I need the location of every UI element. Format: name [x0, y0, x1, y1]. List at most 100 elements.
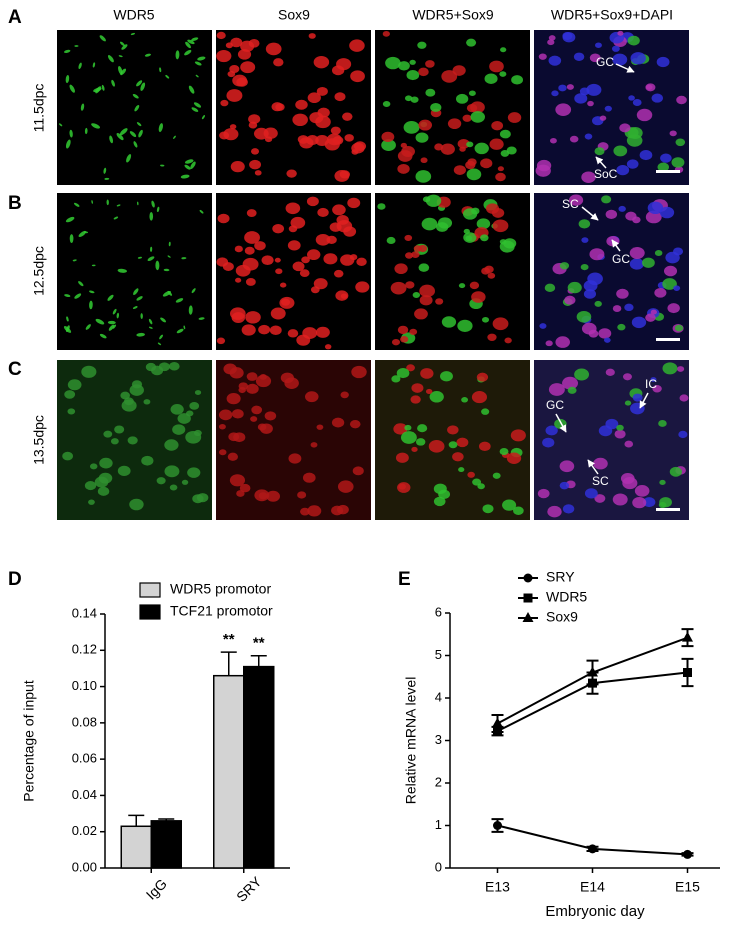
- cell: [296, 334, 311, 346]
- cell: [315, 233, 331, 246]
- micrographs: [57, 30, 689, 520]
- cell: [547, 39, 555, 46]
- cell: [627, 35, 640, 46]
- cell: [138, 129, 143, 138]
- cell: [625, 211, 637, 221]
- cell: [598, 328, 612, 339]
- cell: [134, 105, 140, 112]
- y-tick-label: 0.06: [72, 751, 97, 766]
- cell: [409, 59, 416, 65]
- cell: [248, 114, 261, 124]
- cell: [118, 66, 123, 75]
- cell: [594, 300, 602, 307]
- cell: [275, 268, 283, 275]
- cell: [308, 33, 316, 39]
- panel-letter: C: [8, 359, 22, 380]
- cell: [74, 45, 79, 47]
- cell: [403, 120, 420, 134]
- cell: [72, 259, 77, 262]
- cells: [63, 199, 205, 346]
- cell: [244, 246, 255, 255]
- cell: [316, 86, 328, 96]
- bar: [243, 665, 275, 869]
- cell: [194, 390, 202, 396]
- cell: [236, 490, 245, 497]
- cell: [131, 380, 143, 389]
- cell: [405, 281, 415, 289]
- bar: [120, 825, 152, 869]
- cell: [111, 79, 115, 87]
- cell: [513, 506, 524, 515]
- cell: [188, 85, 195, 94]
- column-header: Sox9: [278, 7, 310, 23]
- cell: [434, 143, 444, 151]
- cell: [659, 479, 666, 486]
- cell: [191, 37, 199, 42]
- cell: [229, 64, 240, 74]
- cell: [382, 100, 391, 107]
- scale-bar: [656, 508, 680, 511]
- cell: [159, 67, 162, 73]
- cell: [180, 174, 190, 179]
- cell: [300, 507, 310, 516]
- cell: [645, 210, 662, 224]
- cell: [64, 294, 71, 298]
- cell: [448, 441, 458, 449]
- cell: [229, 367, 244, 379]
- cells: [216, 196, 370, 350]
- panel-letter: E: [398, 569, 411, 590]
- error-bar: [128, 814, 145, 827]
- cell: [599, 115, 607, 121]
- cell: [616, 288, 629, 299]
- cell: [189, 401, 200, 410]
- cell: [67, 408, 76, 415]
- cell: [66, 316, 69, 322]
- cell: [116, 133, 124, 141]
- cell: [93, 87, 102, 93]
- cell: [622, 373, 632, 381]
- cell: [548, 383, 565, 396]
- cell: [421, 217, 438, 231]
- cell: [108, 324, 115, 331]
- cell: [266, 490, 281, 502]
- cell: [612, 305, 622, 312]
- cell: [114, 425, 125, 434]
- cell: [581, 322, 597, 335]
- cell: [147, 256, 155, 261]
- cell: [395, 452, 409, 463]
- cell: [259, 374, 267, 380]
- cell: [170, 404, 184, 415]
- cell: [299, 137, 314, 149]
- cell: [246, 372, 258, 381]
- cell: [578, 219, 591, 229]
- cell: [659, 497, 672, 508]
- cell: [169, 484, 178, 491]
- cell: [469, 281, 480, 290]
- cell: [478, 441, 491, 452]
- cell: [394, 263, 408, 275]
- cell: [620, 473, 635, 484]
- cell: [251, 405, 263, 415]
- micrograph: [375, 30, 530, 185]
- cell: [589, 53, 601, 63]
- cell: [663, 265, 678, 277]
- cell: [472, 478, 482, 486]
- cell: [642, 497, 656, 508]
- cell: [466, 168, 482, 181]
- marker: [493, 821, 502, 830]
- cell: [107, 294, 114, 301]
- cell: [433, 483, 447, 495]
- cell: [390, 281, 407, 295]
- cell: [430, 102, 442, 112]
- cell: [396, 368, 410, 379]
- cell: [121, 44, 128, 50]
- cell: [85, 324, 91, 330]
- cell: [410, 96, 419, 103]
- cell: [651, 93, 663, 103]
- cell: [255, 374, 272, 388]
- cell: [193, 102, 202, 108]
- cell: [507, 112, 522, 123]
- cell: [665, 251, 680, 264]
- y-tick-label: 1: [435, 817, 442, 832]
- cell: [229, 124, 237, 130]
